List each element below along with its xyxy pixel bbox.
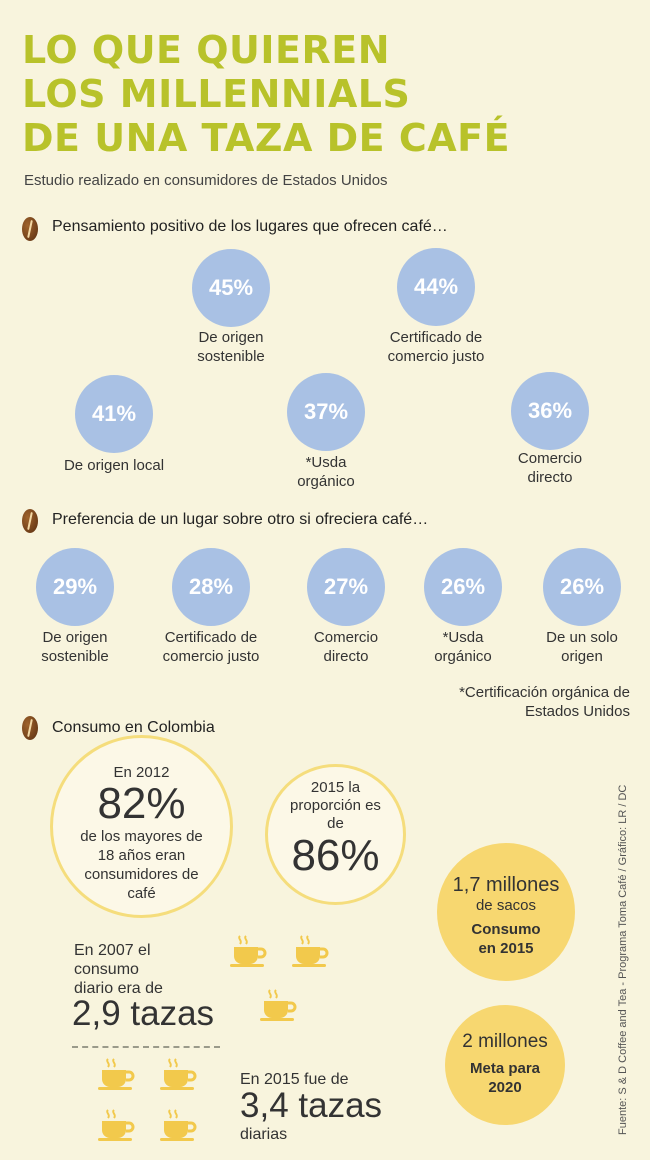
cups-2015-value: 3,4 tazas xyxy=(240,1086,383,1125)
stat-2012-value: 82% xyxy=(97,779,186,828)
stat-2012-desc: de los mayores de 18 años eran consumido… xyxy=(80,828,203,902)
coffee-cup-icon xyxy=(160,1058,197,1090)
section1-title: Pensamiento positivo de los lugares que … xyxy=(52,218,448,235)
stat-circle: 45% xyxy=(192,249,270,327)
subtitle: Estudio realizado en consumidores de Est… xyxy=(24,172,388,189)
stat-2012-ring: En 2012 82% de los mayores de 18 años er… xyxy=(50,735,233,918)
coffee-cup-icon xyxy=(160,1109,197,1141)
section2-title: Preferencia de un lugar sobre otro si of… xyxy=(52,511,429,528)
source-credit: Fuente: S & D Coffee and Tea - Programa … xyxy=(617,784,629,1135)
coffee-bean-icon xyxy=(22,509,38,533)
stat-label: Certificado de comercio justo xyxy=(387,329,485,365)
cups-2015-pre: En 2015 fue de xyxy=(240,1071,349,1088)
stat-label: De origen sostenible xyxy=(197,329,265,365)
coffee-bean-icon xyxy=(22,716,38,740)
stat-label: De origen sostenible xyxy=(41,629,109,665)
stat-circle: 36% xyxy=(511,372,589,450)
section3-title: Consumo en Colombia xyxy=(52,719,215,736)
sacks-value: 1,7 millones xyxy=(452,874,560,896)
sacks-circle: 1,7 millones de sacos Consumo en 2015 xyxy=(437,843,575,981)
goal-value: 2 millones xyxy=(462,1031,548,1052)
stat-circle: 41% xyxy=(75,375,153,453)
stat-2015-value: 86% xyxy=(291,831,380,880)
coffee-cup-icon xyxy=(230,935,267,967)
stat-2015-pre: 2015 la proporción es de xyxy=(290,779,381,832)
stat-label: *Usda orgánico xyxy=(434,629,492,665)
stat-label: Comercio directo xyxy=(313,629,379,665)
stat-circle: 44% xyxy=(397,248,475,326)
coffee-cup-icon xyxy=(98,1058,135,1090)
stat-label: De un solo origen xyxy=(546,629,618,665)
coffee-cup-icon xyxy=(98,1109,135,1141)
stat-circle: 26% xyxy=(543,548,621,626)
cups-2015-post: diarias xyxy=(240,1126,288,1143)
title-line-2: LOS MILLENNIALS xyxy=(22,72,411,116)
divider xyxy=(72,1046,220,1048)
title-line-1: LO QUE QUIEREN xyxy=(22,28,391,72)
goal-circle: 2 millones Meta para 2020 xyxy=(445,1005,565,1125)
goal-label: Meta para 2020 xyxy=(469,1060,541,1096)
stat-circle: 27% xyxy=(307,548,385,626)
stat-label: Comercio directo xyxy=(517,450,583,486)
stat-label: *Usda orgánico xyxy=(297,454,355,490)
cups-2007-value: 2,9 tazas xyxy=(72,994,215,1033)
page-title: LO QUE QUIEREN LOS MILLENNIALS DE UNA TA… xyxy=(22,28,510,160)
coffee-cup-icon xyxy=(292,935,329,967)
sacks-unit: de sacos xyxy=(475,897,537,914)
coffee-bean-icon xyxy=(22,217,38,241)
stat-circle: 29% xyxy=(36,548,114,626)
stat-circle: 28% xyxy=(172,548,250,626)
title-line-3: DE UNA TAZA DE CAFÉ xyxy=(22,116,511,160)
stat-circle: 26% xyxy=(424,548,502,626)
stat-2012-pre: En 2012 xyxy=(113,764,170,781)
stat-circle: 37% xyxy=(287,373,365,451)
stat-2015-ring: 2015 la proporción es de 86% xyxy=(265,764,406,905)
cups-2007-pre: En 2007 el consumo diario era de xyxy=(74,942,163,997)
stat-label: De origen local xyxy=(63,457,165,474)
stat-label: Certificado de comercio justo xyxy=(162,629,260,665)
sacks-label: Consumo en 2015 xyxy=(471,921,541,957)
footnote: *Certificación orgánica de Estados Unido… xyxy=(459,684,630,720)
coffee-cup-icon xyxy=(260,989,297,1021)
